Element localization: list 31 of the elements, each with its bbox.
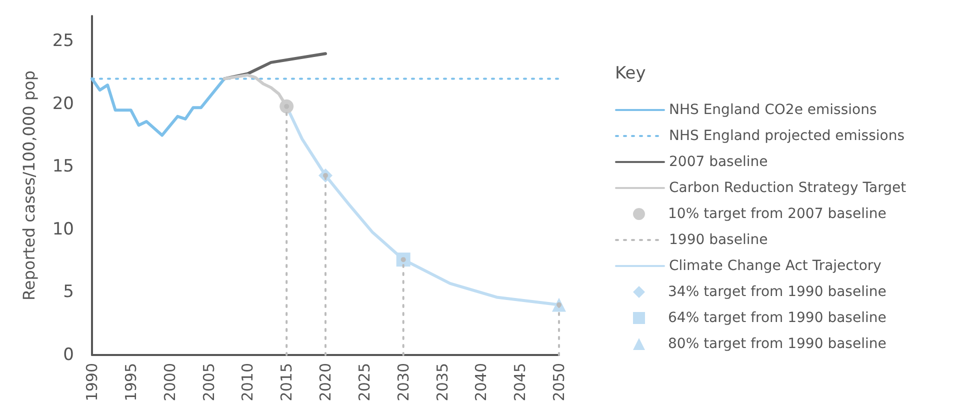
x-tick-label: 2040	[472, 363, 490, 402]
x-tick-label: 2035	[433, 363, 452, 402]
y-tick-label: 25	[52, 31, 74, 52]
legend-label: Carbon Reduction Strategy Target	[669, 180, 907, 196]
legend-label: NHS England projected emissions	[669, 128, 905, 144]
y-tick-label: 10	[52, 219, 74, 240]
x-tick-label: 2030	[394, 363, 412, 402]
x-tick-label: 2020	[316, 363, 334, 402]
x-tick-label: 2050	[550, 363, 568, 402]
x-tick-label: 1990	[83, 363, 101, 402]
y-tick-label: 20	[52, 94, 74, 114]
legend-label: 10% target from 2007 baseline	[668, 206, 886, 222]
legend-label: 2007 baseline	[669, 154, 768, 170]
x-tick-label: 2045	[511, 363, 530, 402]
x-tick-label: 2010	[238, 363, 257, 402]
x-tick-label: 2005	[200, 363, 218, 402]
legend-label: NHS England CO2e emissions	[669, 102, 877, 118]
legend-label: 80% target from 1990 baseline	[668, 336, 886, 352]
legend-label: 64% target from 1990 baseline	[668, 310, 886, 326]
x-tick-label: 2025	[355, 363, 374, 402]
legend-label: 34% target from 1990 baseline	[668, 284, 886, 300]
x-tick-label: 2015	[278, 363, 296, 402]
legend-label: 1990 baseline	[669, 232, 768, 248]
legend-label: Climate Change Act Trajectory	[669, 258, 882, 274]
y-axis-title: Reported cases/100,000 pop	[20, 70, 38, 300]
legend-title: Key	[615, 64, 646, 84]
y-tick-label: 15	[52, 156, 74, 177]
x-tick-label: 1995	[122, 363, 140, 402]
y-tick-label: 5	[63, 282, 74, 302]
x-tick-label: 2000	[160, 363, 179, 402]
y-tick-label: 0	[63, 345, 74, 365]
